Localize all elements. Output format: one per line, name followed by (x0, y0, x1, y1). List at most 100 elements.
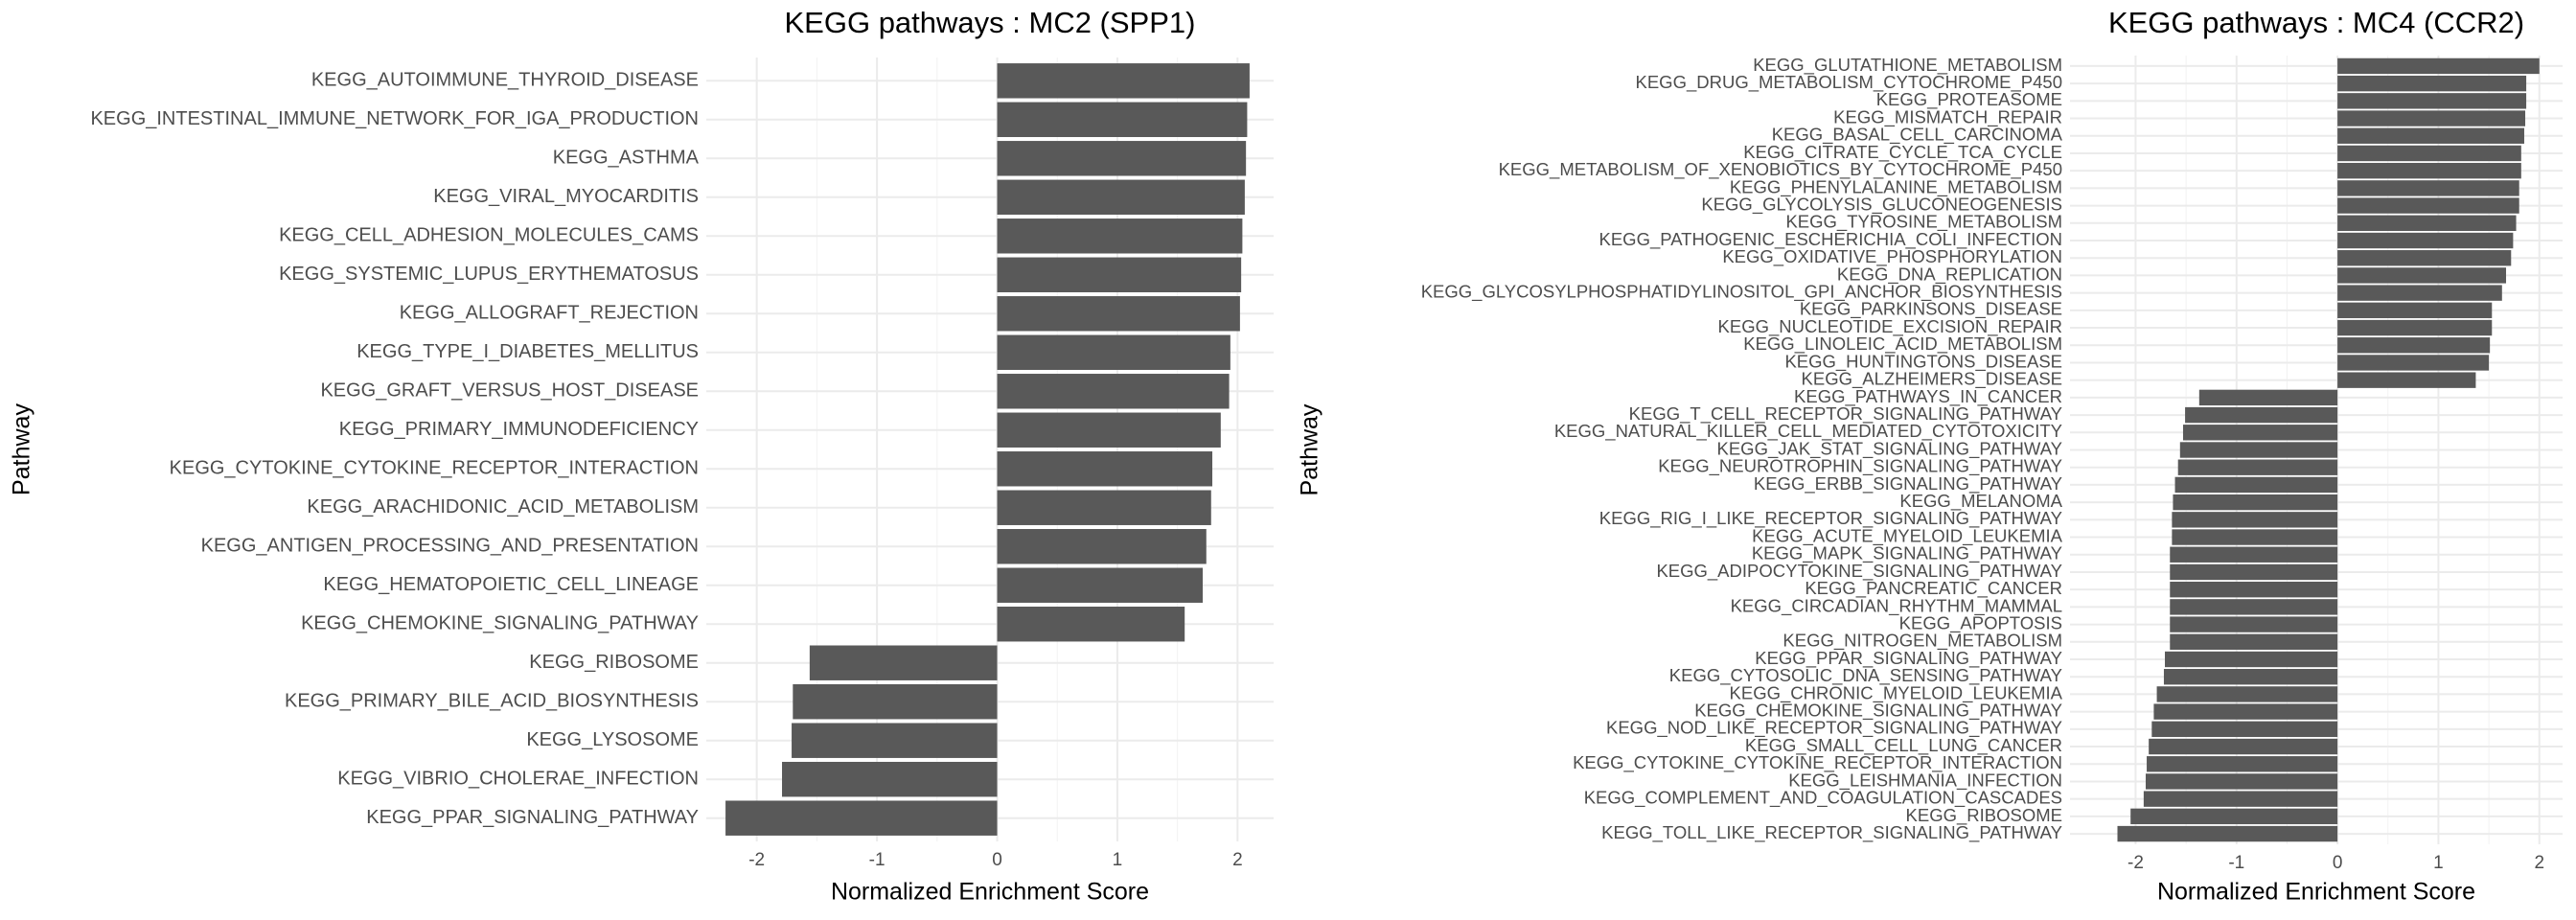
bar (997, 296, 1240, 332)
bar (2172, 529, 2338, 545)
bar (997, 218, 1243, 254)
bar (997, 179, 1245, 216)
bar (2151, 721, 2338, 738)
y-tick-label: KEGG_PATHOGENIC_ESCHERICHIA_COLI_INFECTI… (1599, 229, 2063, 250)
bar (2337, 93, 2527, 109)
y-tick-label: KEGG_ALLOGRAFT_REJECTION (400, 303, 699, 324)
x-tick-label: 1 (1113, 850, 1123, 870)
y-tick-label: KEGG_PPAR_SIGNALING_PATHWAY (1755, 648, 2062, 669)
y-tick-label: KEGG_JAK_STAT_SIGNALING_PATHWAY (1717, 438, 2063, 459)
y-tick-label: KEGG_AUTOIMMUNE_THYROID_DISEASE (311, 70, 699, 91)
bar (2337, 250, 2512, 266)
y-tick-label: KEGG_NATURAL_KILLER_CELL_MEDIATED_CYTOTO… (1554, 421, 2062, 442)
y-tick-label: KEGG_VIRAL_MYOCARDITIS (433, 186, 699, 207)
y-tick-label: KEGG_ACUTE_MYELOID_LEUKEMIA (1752, 525, 2063, 546)
y-tick-label: KEGG_PRIMARY_IMMUNODEFICIENCY (339, 419, 699, 440)
y-tick-label: KEGG_PANCREATIC_CANCER (1805, 578, 2062, 599)
bar (997, 567, 1203, 603)
y-tick-label: KEGG_NUCLEOTIDE_EXCISION_REPAIR (1718, 316, 2062, 337)
bar (997, 374, 1230, 409)
x-tick-label: 2 (2534, 853, 2544, 873)
bar (997, 490, 1211, 525)
y-tick-label: KEGG_NITROGEN_METABOLISM (1782, 631, 2062, 652)
y-tick-label: KEGG_T_CELL_RECEPTOR_SIGNALING_PATHWAY (1629, 403, 2062, 425)
x-tick-label: 2 (1232, 850, 1243, 870)
bar (2177, 459, 2338, 475)
y-tick-label: KEGG_MISMATCH_REPAIR (1833, 106, 2062, 127)
bar (2179, 442, 2338, 458)
bar (2337, 232, 2514, 249)
x-axis-title: Normalized Enrichment Score (831, 879, 1149, 906)
bar (2337, 267, 2507, 284)
chart-title: KEGG pathways : MC2 (SPP1) (785, 6, 1196, 39)
bar (2165, 651, 2338, 668)
bar (997, 607, 1185, 642)
y-tick-label: KEGG_HEMATOPOIETIC_CELL_LINEAGE (323, 574, 699, 595)
y-tick-label: KEGG_HUNTINGTONS_DISEASE (1784, 351, 2062, 372)
bar (997, 141, 1247, 176)
y-tick-label: KEGG_VIBRIO_CHOLERAE_INFECTION (337, 768, 699, 789)
bar (997, 412, 1221, 448)
y-tick-label: KEGG_CYTOSOLIC_DNA_SENSING_PATHWAY (1669, 665, 2062, 686)
y-tick-label: KEGG_CYTOKINE_CYTOKINE_RECEPTOR_INTERACT… (170, 458, 699, 479)
y-tick-label: KEGG_GLYCOSYLPHOSPHATIDYLINOSITOL_GPI_AN… (1421, 282, 2062, 303)
y-tick-label: KEGG_TOLL_LIKE_RECEPTOR_SIGNALING_PATHWA… (1601, 822, 2062, 843)
bar (2337, 58, 2540, 75)
y-tick-label: KEGG_DNA_REPLICATION (1837, 264, 2062, 285)
y-tick-label: KEGG_CHEMOKINE_SIGNALING_PATHWAY (1694, 701, 2062, 722)
y-tick-label: KEGG_NEUROTROPHIN_SIGNALING_PATHWAY (1658, 456, 2062, 477)
y-tick-label: KEGG_PPAR_SIGNALING_PATHWAY (366, 807, 699, 828)
bar (2337, 337, 2491, 354)
bar (2337, 355, 2490, 371)
bar (2173, 494, 2338, 511)
bar (2337, 215, 2517, 231)
x-tick-label: 1 (2433, 853, 2444, 873)
bar (997, 334, 1230, 370)
bar (2172, 512, 2338, 528)
bar (2147, 756, 2338, 772)
bar (782, 761, 998, 797)
x-tick-label: -2 (748, 850, 765, 870)
bar (2337, 127, 2524, 144)
x-tick-label: -1 (869, 850, 886, 870)
bar (2337, 372, 2476, 388)
y-tick-label: KEGG_OXIDATIVE_PHOSPHORYLATION (1722, 246, 2062, 267)
bar (2337, 302, 2493, 319)
bar (2198, 389, 2338, 406)
y-axis-title: Pathway (9, 403, 35, 495)
bar (2337, 110, 2526, 126)
y-tick-label: KEGG_PRIMARY_BILE_ACID_BIOSYNTHESIS (285, 690, 699, 711)
bar (2163, 669, 2338, 685)
bar (997, 63, 1250, 99)
y-tick-label: KEGG_INTESTINAL_IMMUNE_NETWORK_FOR_IGA_P… (90, 108, 699, 129)
x-tick-label: -1 (2228, 853, 2244, 873)
y-axis-title: Pathway (1297, 403, 1323, 495)
y-tick-label: KEGG_ASTHMA (553, 148, 700, 169)
bar (2170, 546, 2338, 563)
y-tick-label: KEGG_CHEMOKINE_SIGNALING_PATHWAY (301, 613, 699, 634)
y-tick-label: KEGG_LYSOSOME (526, 729, 699, 750)
y-tick-label: KEGG_PATHWAYS_IN_CANCER (1794, 386, 2062, 407)
bar (2337, 75, 2527, 92)
x-axis-title: Normalized Enrichment Score (2157, 879, 2475, 906)
y-tick-label: KEGG_TYROSINE_METABOLISM (1785, 212, 2062, 233)
y-tick-label: KEGG_COMPLEMENT_AND_COAGULATION_CASCADES (1584, 788, 2062, 809)
x-tick-label: 0 (2333, 853, 2343, 873)
y-tick-label: KEGG_LINOLEIC_ACID_METABOLISM (1743, 334, 2062, 355)
y-tick-label: KEGG_NOD_LIKE_RECEPTOR_SIGNALING_PATHWAY (1606, 718, 2062, 739)
x-tick-label: 0 (992, 850, 1002, 870)
y-tick-label: KEGG_GLYCOLYSIS_GLUCONEOGENESIS (1701, 194, 2062, 215)
bar (2174, 476, 2338, 494)
bar (2170, 616, 2338, 632)
bar (2337, 197, 2519, 214)
bar (2170, 581, 2338, 598)
bar (2182, 425, 2338, 441)
bar (2117, 825, 2338, 842)
bar (2153, 703, 2338, 720)
y-tick-label: KEGG_APOPTOSIS (1899, 612, 2062, 633)
bar (997, 451, 1213, 487)
y-tick-label: KEGG_RIG_I_LIKE_RECEPTOR_SIGNALING_PATHW… (1599, 508, 2062, 529)
bar (2337, 319, 2493, 336)
bar (2143, 791, 2338, 807)
